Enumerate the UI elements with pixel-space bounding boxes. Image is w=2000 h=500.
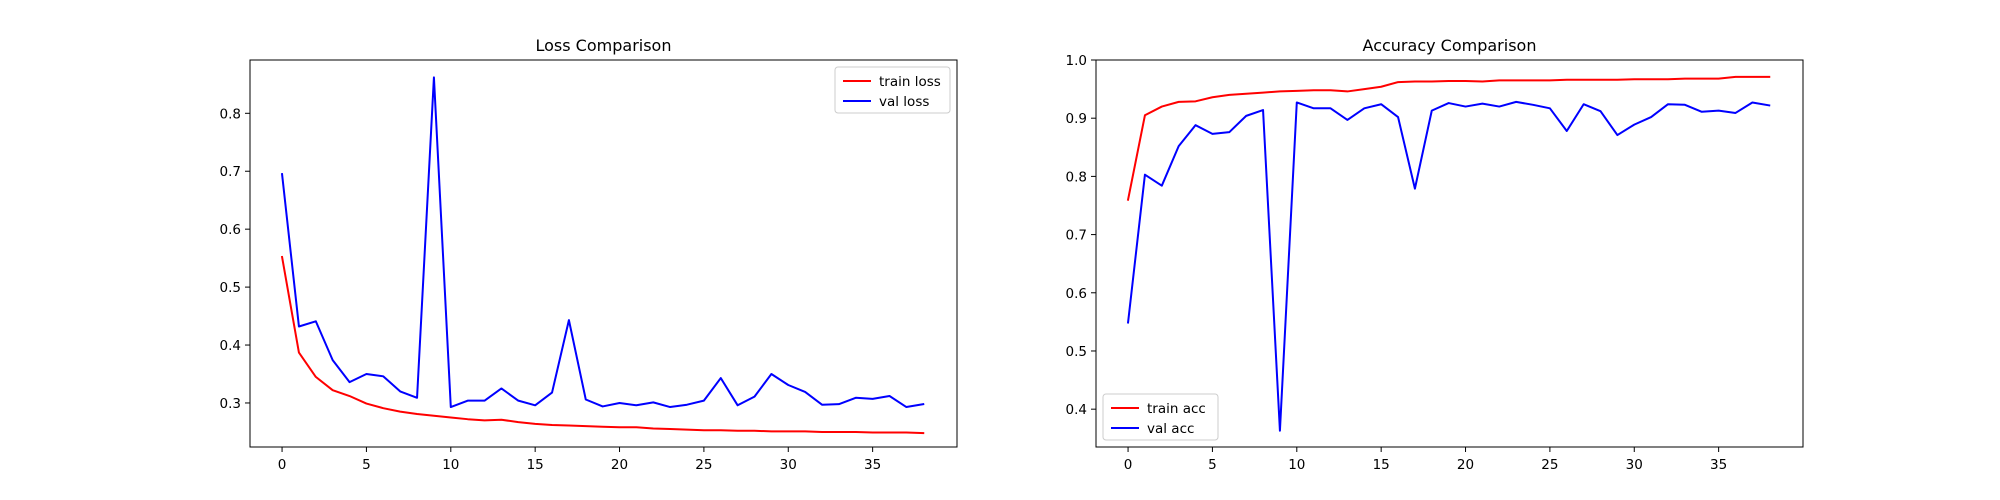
accuracy-chart-title: Accuracy Comparison [1363,36,1537,55]
accuracy-x-tick-label: 15 [1373,457,1390,473]
accuracy-y-tick-label: 0.6 [1066,286,1087,302]
accuracy-y-tick-label: 0.4 [1066,402,1087,418]
loss-y-tick-label: 0.4 [220,338,241,354]
loss-x-tick-label: 15 [527,457,544,473]
accuracy-series-train-acc-line [1126,75,1771,201]
loss-x-tick-label: 30 [780,457,797,473]
accuracy-y-tick-label: 0.7 [1066,228,1087,244]
loss-x-tick-label: 20 [611,457,628,473]
accuracy-x-tick-label: 20 [1457,457,1474,473]
accuracy-legend-label: train acc [1147,401,1206,417]
accuracy-y-tick-label: 1.0 [1066,53,1087,69]
accuracy-legend-label: val acc [1147,421,1194,437]
accuracy-x-tick-label: 30 [1626,457,1643,473]
accuracy-x-tick-label: 5 [1208,457,1217,473]
accuracy-series-val-acc-line [1126,100,1771,432]
loss-chart-title: Loss Comparison [536,36,672,55]
accuracy-x-tick-label: 25 [1541,457,1558,473]
accuracy-x-tick-label: 10 [1288,457,1305,473]
accuracy-legend: train acc val acc [1102,393,1219,441]
loss-x-tick-label: 0 [278,457,287,473]
loss-comparison-chart: Loss Comparison 0 5 10 15 20 25 30 35 0.3 0.4 0.5 0.… [220,36,958,473]
accuracy-y-tick-label: 0.8 [1066,169,1087,185]
loss-legend-label: train loss [879,74,941,90]
accuracy-y-tick-label: 0.9 [1066,111,1087,127]
accuracy-x-tick-label: 35 [1710,457,1727,473]
loss-legend-label: val loss [879,94,929,110]
loss-x-tick-label: 5 [362,457,371,473]
loss-y-tick-label: 0.6 [220,222,241,238]
loss-legend: train loss val loss [834,66,951,114]
loss-y-tick-label: 0.3 [220,396,241,412]
loss-y-tick-label: 0.8 [220,106,241,122]
loss-x-tick-label: 25 [695,457,712,473]
loss-x-tick-label: 35 [864,457,881,473]
accuracy-x-tick-label: 0 [1124,457,1133,473]
accuracy-y-tick-label: 0.5 [1066,344,1087,360]
loss-y-tick-label: 0.7 [220,164,241,180]
loss-series-train-loss-line [280,255,925,435]
accuracy-comparison-chart: Accuracy Comparison 0 5 10 15 20 25 30 35 0.4 0.5 0… [1066,36,1804,473]
loss-axes-frame [249,59,958,448]
loss-x-tick-label: 10 [442,457,459,473]
loss-y-tick-label: 0.5 [220,280,241,296]
accuracy-axes-frame [1095,59,1804,448]
loss-series-val-loss-line [280,76,925,409]
